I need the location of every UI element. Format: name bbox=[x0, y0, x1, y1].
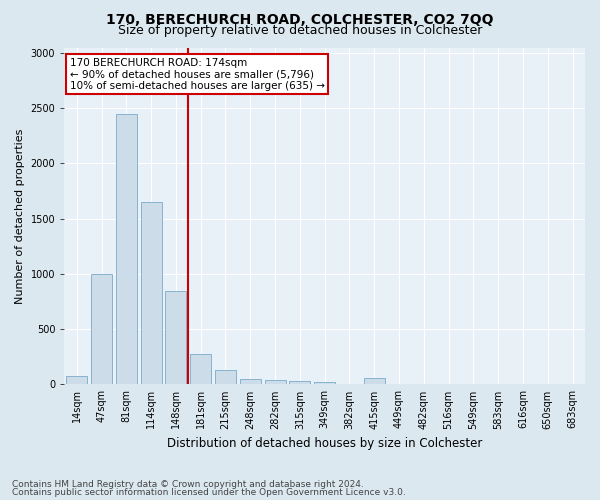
Bar bbox=[190, 354, 211, 384]
Text: Contains HM Land Registry data © Crown copyright and database right 2024.: Contains HM Land Registry data © Crown c… bbox=[12, 480, 364, 489]
Bar bbox=[240, 379, 261, 384]
Bar bbox=[91, 274, 112, 384]
Bar bbox=[364, 378, 385, 384]
Bar bbox=[66, 376, 87, 384]
Text: 170, BERECHURCH ROAD, COLCHESTER, CO2 7QQ: 170, BERECHURCH ROAD, COLCHESTER, CO2 7Q… bbox=[106, 12, 494, 26]
Bar bbox=[265, 380, 286, 384]
Bar bbox=[166, 290, 187, 384]
Bar bbox=[314, 382, 335, 384]
X-axis label: Distribution of detached houses by size in Colchester: Distribution of detached houses by size … bbox=[167, 437, 482, 450]
Text: Contains public sector information licensed under the Open Government Licence v3: Contains public sector information licen… bbox=[12, 488, 406, 497]
Text: 170 BERECHURCH ROAD: 174sqm
← 90% of detached houses are smaller (5,796)
10% of : 170 BERECHURCH ROAD: 174sqm ← 90% of det… bbox=[70, 58, 325, 91]
Bar bbox=[140, 202, 161, 384]
Bar bbox=[116, 114, 137, 384]
Bar bbox=[289, 381, 310, 384]
Y-axis label: Number of detached properties: Number of detached properties bbox=[15, 128, 25, 304]
Text: Size of property relative to detached houses in Colchester: Size of property relative to detached ho… bbox=[118, 24, 482, 37]
Bar bbox=[215, 370, 236, 384]
